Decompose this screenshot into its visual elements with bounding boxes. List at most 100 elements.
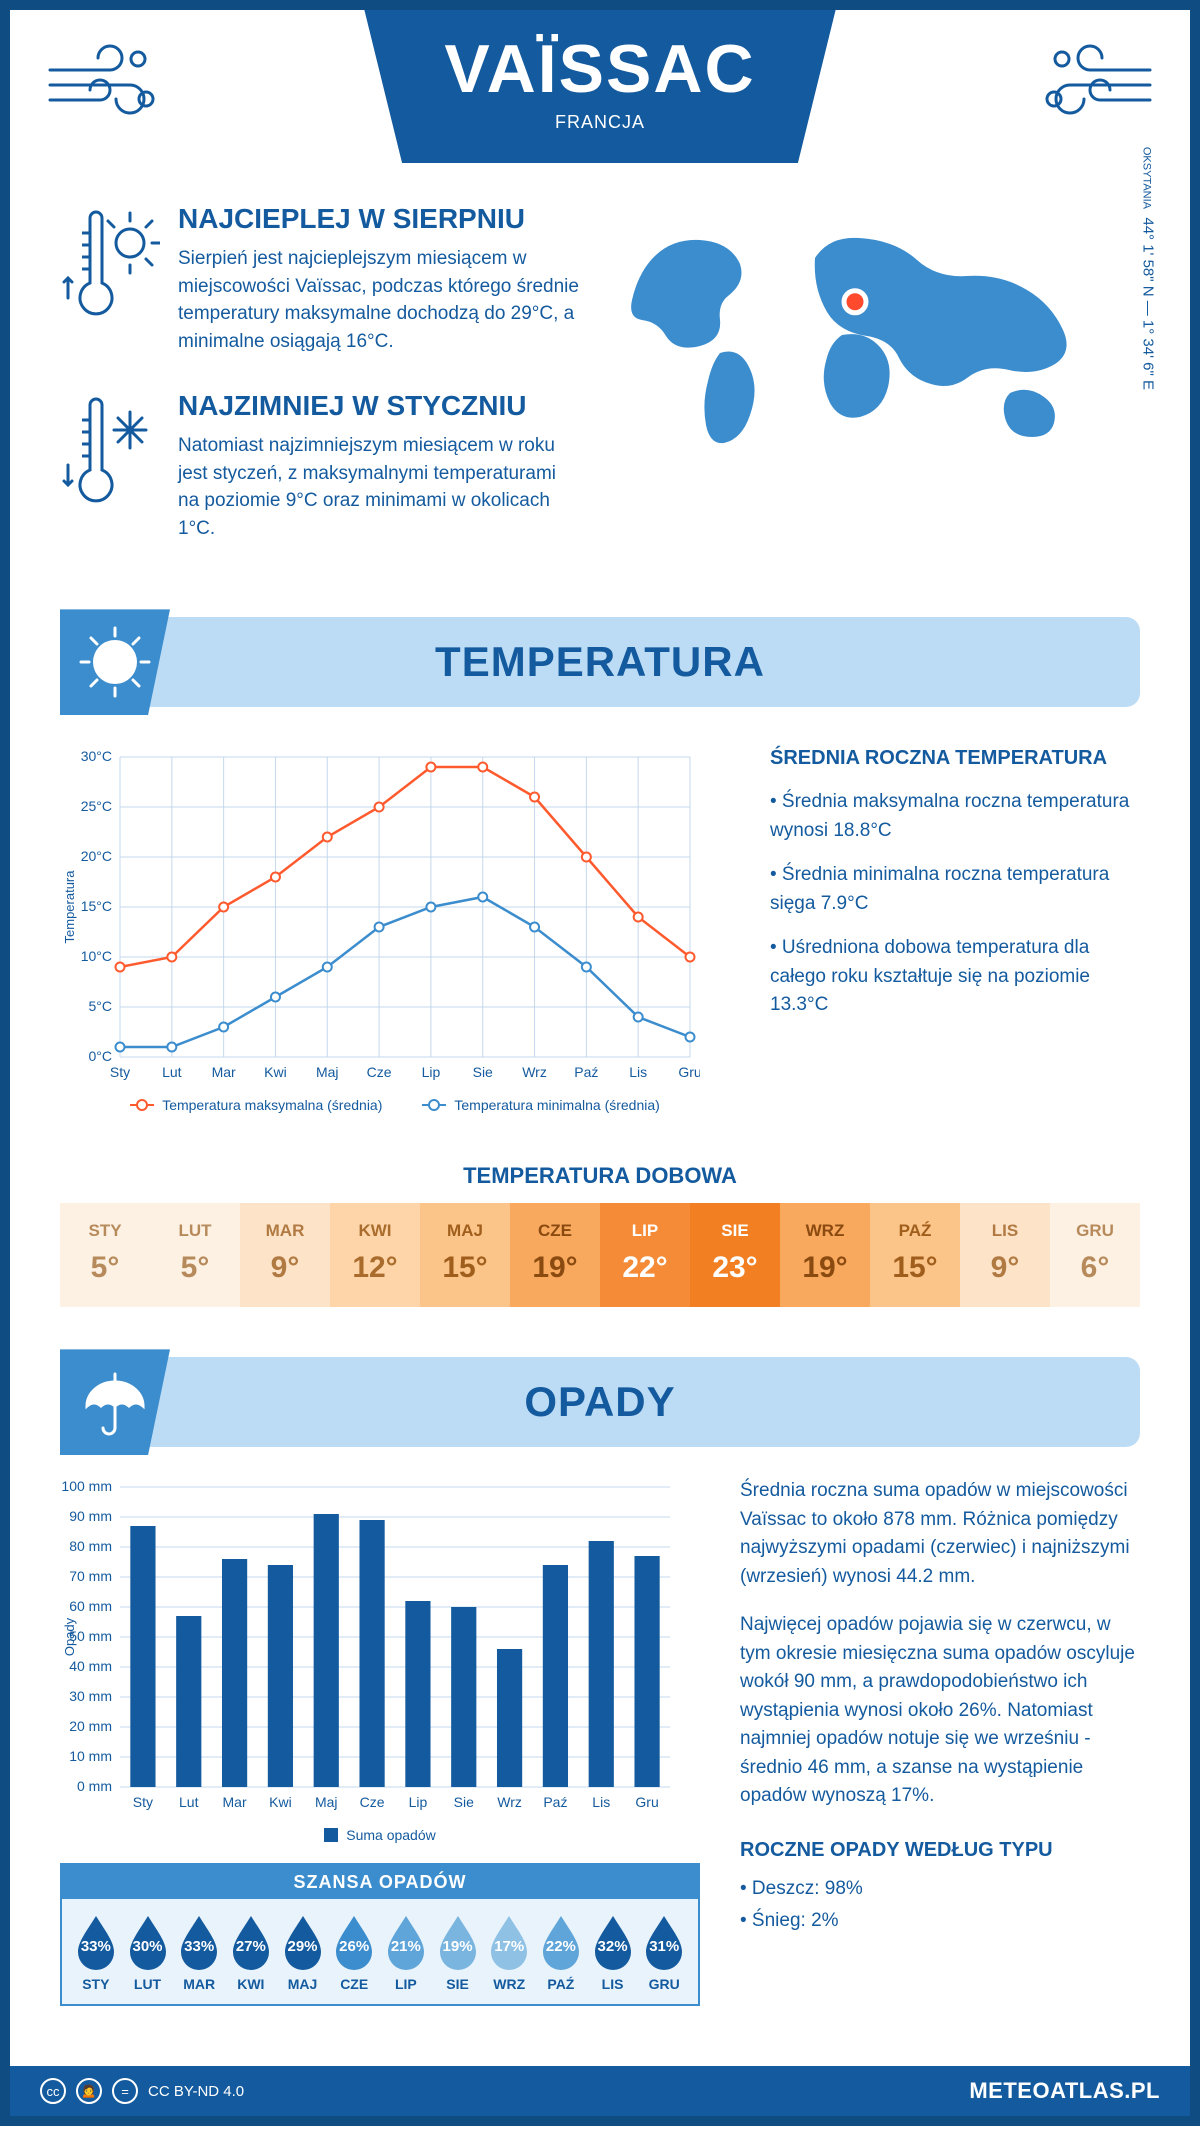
- svg-text:Gru: Gru: [678, 1064, 700, 1080]
- drop-icon: 31%: [641, 1912, 687, 1970]
- svg-text:Opady: Opady: [62, 1618, 77, 1657]
- precip-text-2: Najwięcej opadów pojawia się w czerwcu, …: [740, 1611, 1140, 1811]
- daily-cell: CZE19°: [510, 1203, 600, 1307]
- site-name: METEOATLAS.PL: [969, 2078, 1160, 2104]
- svg-text:Paź: Paź: [574, 1064, 598, 1080]
- drop-icon: 29%: [280, 1912, 326, 1970]
- temperature-legend: Temperatura maksymalna (średnia) Tempera…: [60, 1097, 730, 1113]
- svg-text:40 mm: 40 mm: [69, 1658, 112, 1674]
- warmest-block: NAJCIEPLEJ W SIERPNIU Sierpień jest najc…: [60, 203, 580, 355]
- by-icon: 🙍: [76, 2078, 102, 2104]
- svg-text:Wrz: Wrz: [522, 1064, 547, 1080]
- svg-text:Gru: Gru: [635, 1794, 658, 1810]
- svg-text:20 mm: 20 mm: [69, 1718, 112, 1734]
- avg-temp-title: ŚREDNIA ROCZNA TEMPERATURA: [770, 747, 1140, 770]
- daily-cell: SIE23°: [690, 1203, 780, 1307]
- precip-bar-chart: 0 mm10 mm20 mm30 mm40 mm50 mm60 mm70 mm8…: [60, 1477, 700, 1817]
- precip-type-item: • Śnieg: 2%: [740, 1907, 1140, 1936]
- coldest-block: NAJZIMNIEJ W STYCZNIU Natomiast najzimni…: [60, 390, 580, 542]
- precip-type-item: • Deszcz: 98%: [740, 1875, 1140, 1904]
- precip-legend: Suma opadów: [60, 1827, 700, 1843]
- thermometer-snow-icon: [60, 390, 160, 542]
- footer: cc 🙍 = CC BY-ND 4.0 METEOATLAS.PL: [10, 2066, 1190, 2116]
- svg-text:Lip: Lip: [409, 1794, 428, 1810]
- svg-text:Maj: Maj: [316, 1064, 339, 1080]
- chance-panel: SZANSA OPADÓW 33%STY30%LUT33%MAR27%KWI29…: [60, 1863, 700, 2006]
- svg-text:70 mm: 70 mm: [69, 1568, 112, 1584]
- svg-text:30 mm: 30 mm: [69, 1688, 112, 1704]
- svg-text:Sie: Sie: [473, 1064, 493, 1080]
- precip-sidebar: Średnia roczna suma opadów w miejscowośc…: [740, 1477, 1140, 2006]
- svg-text:Kwi: Kwi: [269, 1794, 292, 1810]
- svg-text:30°C: 30°C: [81, 748, 112, 764]
- svg-text:0°C: 0°C: [89, 1048, 113, 1064]
- chance-cell: 32%LIS: [587, 1912, 639, 1992]
- country-name: FRANCJA: [444, 112, 755, 133]
- intro-section: NAJCIEPLEJ W SIERPNIU Sierpień jest najc…: [10, 163, 1190, 597]
- chance-cell: 21%LIP: [380, 1912, 432, 1992]
- page: VAÏSSAC FRANCJA NAJCIEPLEJ W SIERPNIU Si…: [0, 0, 1200, 2126]
- temperature-banner: TEMPERATURA: [60, 617, 1140, 707]
- daily-cell: LUT5°: [150, 1203, 240, 1307]
- svg-text:0 mm: 0 mm: [77, 1778, 112, 1794]
- svg-text:20°C: 20°C: [81, 848, 112, 864]
- chance-cell: 30%LUT: [122, 1912, 174, 1992]
- svg-text:Lis: Lis: [629, 1064, 647, 1080]
- daily-cell: KWI12°: [330, 1203, 420, 1307]
- chance-cell: 27%KWI: [225, 1912, 277, 1992]
- svg-text:100 mm: 100 mm: [61, 1478, 112, 1494]
- drop-icon: 33%: [176, 1912, 222, 1970]
- svg-text:10 mm: 10 mm: [69, 1748, 112, 1764]
- warmest-text: Sierpień jest najcieplejszym miesiącem w…: [178, 245, 580, 355]
- chance-title: SZANSA OPADÓW: [62, 1865, 698, 1900]
- svg-text:90 mm: 90 mm: [69, 1508, 112, 1524]
- chance-cell: 19%SIE: [432, 1912, 484, 1992]
- temp-bullet: • Średnia maksymalna roczna temperatura …: [770, 788, 1140, 845]
- drop-icon: 27%: [228, 1912, 274, 1970]
- svg-text:60 mm: 60 mm: [69, 1598, 112, 1614]
- precip-type-title: ROCZNE OPADY WEDŁUG TYPU: [740, 1835, 1140, 1865]
- map-area: OKSYTANIA 44° 1' 58" N — 1° 34' 6" E: [610, 203, 1140, 577]
- daily-cell: LIP22°: [600, 1203, 690, 1307]
- temperature-title: TEMPERATURA: [60, 638, 1140, 686]
- daily-cell: LIS9°: [960, 1203, 1050, 1307]
- drop-icon: 17%: [486, 1912, 532, 1970]
- thermometer-sun-icon: [60, 203, 160, 355]
- coordinates: OKSYTANIA 44° 1' 58" N — 1° 34' 6" E: [1140, 147, 1157, 390]
- svg-text:Cze: Cze: [360, 1794, 385, 1810]
- svg-text:10°C: 10°C: [81, 948, 112, 964]
- map-marker-icon: [844, 291, 866, 313]
- coldest-title: NAJZIMNIEJ W STYCZNIU: [178, 390, 580, 422]
- license-text: CC BY-ND 4.0: [148, 2083, 244, 2100]
- temperature-sidebar: ŚREDNIA ROCZNA TEMPERATURA • Średnia mak…: [770, 747, 1140, 1113]
- drop-icon: 19%: [435, 1912, 481, 1970]
- precip-banner: OPADY: [60, 1357, 1140, 1447]
- temperature-line-chart: 0°C5°C10°C15°C20°C25°C30°CStyLutMarKwiMa…: [60, 747, 730, 1087]
- precip-text-1: Średnia roczna suma opadów w miejscowośc…: [740, 1477, 1140, 1591]
- title-banner: VAÏSSAC FRANCJA: [364, 10, 835, 163]
- svg-text:Lis: Lis: [592, 1794, 610, 1810]
- daily-temp-title: TEMPERATURA DOBOWA: [10, 1163, 1190, 1189]
- header: VAÏSSAC FRANCJA: [10, 10, 1190, 163]
- daily-temp-row: STY5°LUT5°MAR9°KWI12°MAJ15°CZE19°LIP22°S…: [60, 1203, 1140, 1307]
- drop-icon: 26%: [331, 1912, 377, 1970]
- wind-icon: [40, 35, 170, 130]
- chance-cell: 26%CZE: [328, 1912, 380, 1992]
- svg-text:5°C: 5°C: [89, 998, 113, 1014]
- chance-cell: 29%MAJ: [277, 1912, 329, 1992]
- coldest-text: Natomiast najzimniejszym miesiącem w rok…: [178, 432, 580, 542]
- svg-text:Mar: Mar: [212, 1064, 236, 1080]
- svg-text:Sie: Sie: [454, 1794, 474, 1810]
- drop-icon: 30%: [125, 1912, 171, 1970]
- city-name: VAÏSSAC: [444, 30, 755, 108]
- precip-title: OPADY: [60, 1378, 1140, 1426]
- svg-text:Paź: Paź: [543, 1794, 567, 1810]
- daily-cell: STY5°: [60, 1203, 150, 1307]
- warmest-title: NAJCIEPLEJ W SIERPNIU: [178, 203, 580, 235]
- chance-cell: 33%STY: [70, 1912, 122, 1992]
- drop-icon: 33%: [73, 1912, 119, 1970]
- chance-cell: 17%WRZ: [483, 1912, 535, 1992]
- svg-text:Temperatura: Temperatura: [62, 870, 77, 944]
- svg-text:Lip: Lip: [422, 1064, 441, 1080]
- chance-cell: 33%MAR: [173, 1912, 225, 1992]
